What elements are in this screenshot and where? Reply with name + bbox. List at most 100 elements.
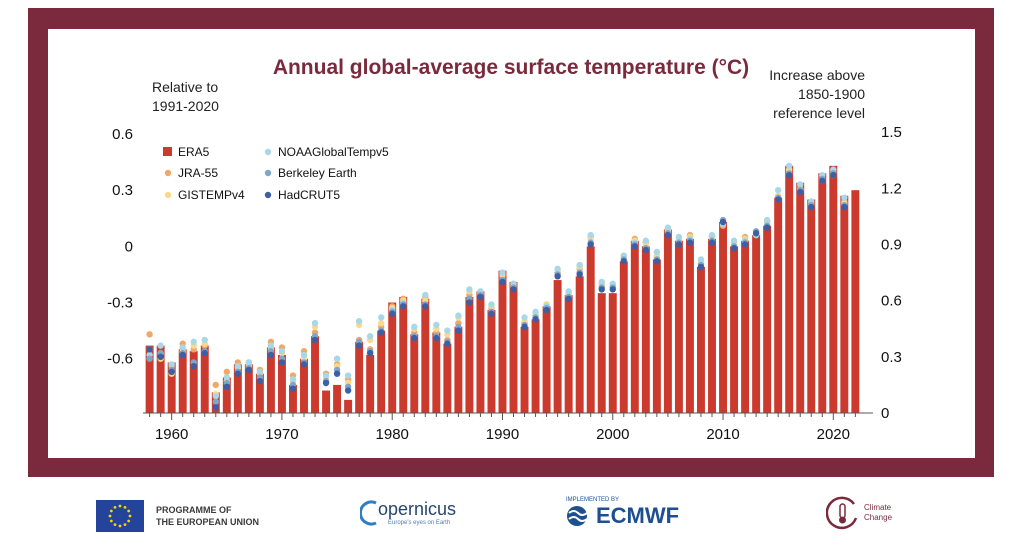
hadcrut-dot (686, 239, 694, 246)
hadcrut-dot (730, 245, 738, 252)
hadcrut-dot (830, 171, 837, 179)
berkeley-dot (212, 398, 219, 405)
noaa-dot (488, 301, 495, 308)
era5-bar (355, 341, 364, 413)
copernicus-tagline: Europe's eyes on Earth (388, 520, 451, 526)
era5-bar (597, 293, 606, 413)
era5-bar (520, 326, 529, 413)
hadcrut-dot (267, 351, 275, 359)
jra55-dot (146, 331, 153, 338)
noaa-dot (245, 359, 253, 366)
left-axis-label-line: 1991-2020 (152, 98, 219, 114)
hadcrut-dot (333, 370, 341, 377)
era5-bar (167, 362, 176, 413)
hadcrut-dot (543, 306, 550, 314)
ecmwf-wordmark: ECMWF (596, 503, 680, 528)
noaa-dot (377, 314, 385, 321)
hadcrut-dot (355, 342, 363, 349)
era5-bar (233, 364, 242, 413)
noaa-dot (587, 231, 594, 239)
era5-bar (719, 222, 727, 413)
noaa-dot (278, 348, 286, 355)
era5-bar (222, 377, 231, 413)
noaa-dot (201, 336, 208, 344)
noaa-dot (422, 291, 429, 299)
hadcrut-dot (411, 334, 418, 342)
noaa-dot (642, 237, 650, 244)
era5-bar (487, 310, 496, 413)
hadcrut-dot (785, 171, 793, 179)
right-axis-label-line: Increase above (769, 67, 865, 83)
era5-bar (663, 229, 672, 413)
hadcrut-dot (289, 385, 297, 392)
era5-bar (564, 295, 573, 413)
eu-star (109, 519, 113, 523)
era5-bar (851, 190, 860, 413)
era5-bar (189, 351, 198, 413)
noaa-dot (256, 368, 264, 376)
era5-bar (266, 347, 275, 413)
hadcrut-dot (201, 349, 208, 357)
copernicus-logo: opernicus Europe's eyes on Earth (360, 498, 456, 528)
hadcrut-dot (400, 303, 407, 310)
eu-line-2: THE EUROPEAN UNION (156, 517, 260, 527)
noaa-dot (521, 314, 528, 321)
right-tick-label: 1.2 (881, 180, 902, 197)
jra55-dot (212, 381, 219, 389)
era5-bar (586, 246, 595, 413)
era5-bar (476, 291, 485, 413)
hadcrut-dot (311, 336, 319, 344)
noaa-dot (157, 342, 164, 349)
x-tick-label: 1990 (486, 426, 519, 443)
noaa-dot (344, 372, 352, 379)
x-tick-label: 1960 (155, 426, 188, 443)
hadcrut-dot (664, 231, 672, 239)
hadcrut-dot (708, 239, 716, 246)
hadcrut-dot (741, 241, 749, 248)
hadcrut-dot (190, 362, 197, 370)
era5-bar (432, 332, 441, 413)
hadcrut-dot (620, 258, 627, 265)
berkeley-dot (146, 355, 153, 362)
legend-marker-era5 (163, 147, 172, 156)
hadcrut-dot (212, 404, 219, 411)
era5-bar (531, 319, 540, 413)
noaa-dot (300, 351, 308, 359)
era5-bar (840, 195, 849, 413)
noaa-dot (653, 248, 661, 256)
hadcrut-dot (631, 243, 639, 250)
legend-label: GISTEMPv4 (178, 188, 245, 202)
hadcrut-dot (444, 340, 451, 347)
era5-bar (322, 390, 331, 413)
eu-star (118, 524, 122, 528)
legend-marker-dot (164, 169, 172, 177)
era5-bar (542, 306, 551, 413)
noaa-dot (444, 327, 451, 334)
era5-bar (300, 358, 308, 413)
era5-bar (697, 266, 705, 413)
ecmwf-wave-icon (567, 506, 588, 526)
era5-bar (752, 235, 761, 413)
noaa-dot (664, 224, 672, 231)
era5-bar (575, 276, 584, 413)
noaa-dot (168, 361, 175, 368)
era5-bar (652, 259, 661, 413)
legend-label: HadCRUT5 (278, 188, 340, 202)
jra55-dot (223, 368, 231, 376)
era5-bar (178, 349, 187, 413)
chart-title: Annual global-average surface temperatur… (273, 56, 749, 79)
noaa-dot (322, 372, 330, 379)
climate-change-thermometer-icon (826, 496, 858, 530)
legend-label: JRA-55 (178, 166, 218, 180)
noaa-dot (785, 162, 793, 170)
x-tick-label: 2000 (596, 426, 629, 443)
eu-star (108, 514, 112, 518)
era5-bar (818, 173, 827, 413)
noaa-dot (289, 376, 297, 383)
era5-bar (763, 225, 772, 413)
noaa-dot (841, 194, 848, 201)
hadcrut-dot (344, 387, 352, 394)
x-tick-label: 1970 (265, 426, 298, 443)
legend-marker-dot (264, 148, 272, 156)
era5-bar (399, 296, 408, 413)
